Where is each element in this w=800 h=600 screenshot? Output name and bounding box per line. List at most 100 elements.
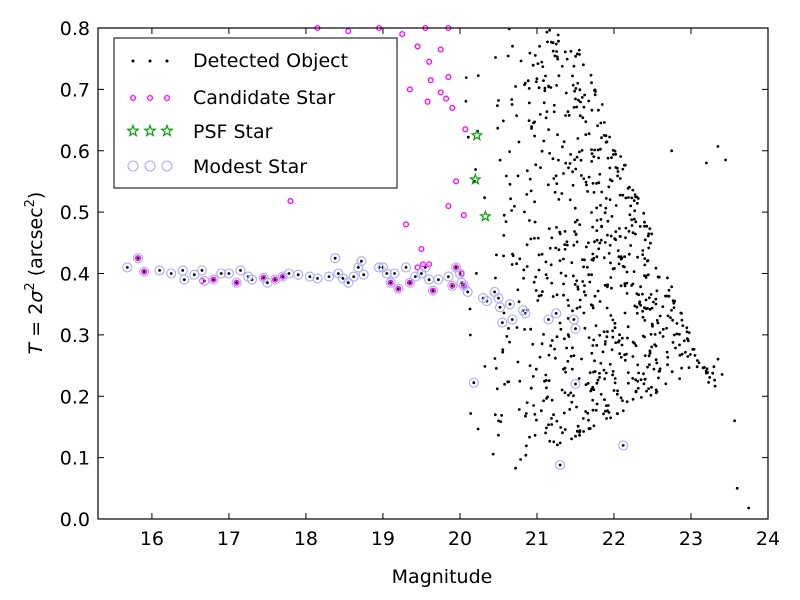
detected-object-point bbox=[595, 255, 599, 259]
detected-object-point bbox=[564, 114, 567, 117]
detected-object-point bbox=[537, 86, 541, 90]
candidate-star-point bbox=[414, 43, 421, 50]
detected-object-point bbox=[562, 172, 565, 175]
detected-object-point bbox=[594, 324, 598, 327]
detected-object-point bbox=[643, 274, 646, 277]
detected-object-point bbox=[666, 363, 669, 367]
detected-object-point bbox=[649, 332, 653, 336]
detected-object-point bbox=[582, 63, 585, 67]
detected-object-point bbox=[578, 305, 582, 309]
detected-object-point bbox=[613, 237, 617, 241]
detected-object-point bbox=[590, 273, 593, 277]
detected-object-point bbox=[608, 198, 612, 202]
detected-object-point bbox=[561, 431, 564, 435]
detected-object-point bbox=[678, 343, 681, 347]
detected-object-point bbox=[557, 39, 560, 43]
detected-object-point bbox=[564, 161, 568, 165]
detected-object-point bbox=[534, 163, 538, 167]
detected-object-point bbox=[654, 302, 658, 306]
detected-object-point bbox=[625, 292, 629, 295]
detected-object-point bbox=[468, 333, 472, 337]
detected-object-point bbox=[655, 289, 659, 293]
detected-object-point bbox=[608, 243, 612, 247]
modest-star-point bbox=[393, 283, 404, 294]
modest-star-point bbox=[358, 269, 369, 280]
detected-object-point bbox=[544, 74, 547, 78]
detected-object-point bbox=[564, 91, 568, 95]
detected-object-point bbox=[647, 354, 651, 358]
y-tick-label: 0.6 bbox=[60, 141, 90, 163]
detected-object-point bbox=[531, 63, 535, 67]
detected-object-point bbox=[605, 335, 609, 339]
detected-object-point bbox=[581, 258, 584, 261]
detected-object-point bbox=[608, 362, 612, 366]
detected-object-point bbox=[420, 272, 423, 275]
detected-object-point bbox=[517, 300, 521, 304]
modest-star-point bbox=[518, 305, 529, 316]
x-tick-label: 22 bbox=[602, 528, 626, 550]
detected-object-point bbox=[537, 253, 541, 257]
detected-object-point bbox=[533, 120, 537, 124]
detected-object-point bbox=[599, 204, 602, 207]
detected-object-point bbox=[655, 319, 659, 322]
detected-object-point bbox=[573, 206, 577, 210]
detected-object-point bbox=[540, 252, 544, 256]
detected-object-point bbox=[575, 306, 579, 310]
detected-object-point bbox=[602, 256, 606, 260]
detected-object-point bbox=[555, 335, 559, 339]
detected-object-point bbox=[515, 262, 518, 266]
x-axis-label: Magnitude bbox=[392, 566, 493, 588]
detected-object-point bbox=[510, 318, 514, 321]
detected-object-point bbox=[592, 155, 596, 159]
modest-star-point bbox=[196, 265, 208, 276]
detected-object-point bbox=[686, 355, 690, 358]
detected-object-point bbox=[560, 192, 564, 195]
detected-object-point bbox=[511, 252, 514, 256]
detected-object-point bbox=[532, 280, 536, 284]
detected-object-point bbox=[540, 60, 544, 64]
detected-object-point bbox=[580, 149, 584, 152]
detected-object-point bbox=[519, 59, 523, 63]
modest-star-point bbox=[447, 280, 458, 291]
detected-object-point bbox=[647, 387, 650, 390]
detected-object-point bbox=[627, 252, 631, 256]
detected-object-point bbox=[327, 275, 331, 278]
detected-object-point bbox=[475, 272, 478, 275]
detected-object-point bbox=[558, 230, 562, 234]
detected-object-point bbox=[575, 240, 579, 244]
y-tick-label: 0.4 bbox=[60, 264, 90, 286]
legend-box bbox=[113, 37, 398, 189]
detected-object-point bbox=[634, 378, 637, 382]
detected-object-point bbox=[552, 413, 555, 417]
detected-object-point bbox=[563, 428, 567, 431]
detected-object-point bbox=[554, 42, 558, 46]
detected-object-point bbox=[641, 309, 644, 313]
detected-object-point bbox=[614, 230, 618, 234]
detected-object-point bbox=[509, 197, 512, 201]
detected-object-point bbox=[596, 378, 600, 382]
detected-object-point bbox=[404, 266, 408, 269]
legend-label-candidate: Candidate Star bbox=[193, 87, 335, 109]
detected-object-point bbox=[454, 266, 458, 269]
detected-object-point bbox=[515, 114, 518, 117]
detected-object-point bbox=[501, 119, 505, 123]
modest-star-point bbox=[208, 274, 219, 285]
modest-star-point bbox=[277, 271, 288, 282]
detected-object-point bbox=[591, 344, 595, 347]
detected-object-point bbox=[537, 294, 541, 298]
detected-object-point bbox=[547, 128, 550, 132]
detected-object-point bbox=[506, 54, 510, 58]
detected-object-point bbox=[650, 232, 654, 236]
detected-object-point bbox=[413, 275, 417, 278]
detected-object-point bbox=[598, 300, 602, 303]
modest-star-point bbox=[132, 253, 144, 264]
detected-object-point bbox=[634, 390, 638, 394]
detected-object-point bbox=[389, 281, 392, 285]
detected-object-point bbox=[507, 380, 511, 384]
detected-object-point bbox=[508, 340, 511, 344]
detected-object-point bbox=[626, 371, 630, 374]
detected-object-point bbox=[553, 54, 557, 58]
detected-object-point bbox=[627, 229, 631, 233]
detected-object-point bbox=[603, 121, 606, 124]
detected-object-point bbox=[654, 297, 658, 301]
